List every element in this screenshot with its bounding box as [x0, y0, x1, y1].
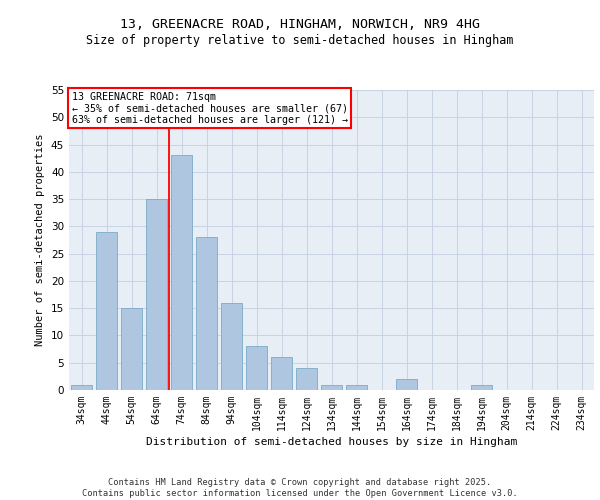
- Bar: [396, 379, 417, 390]
- Bar: [121, 308, 142, 390]
- Bar: [321, 384, 342, 390]
- Bar: [471, 384, 492, 390]
- Text: Contains HM Land Registry data © Crown copyright and database right 2025.
Contai: Contains HM Land Registry data © Crown c…: [82, 478, 518, 498]
- Bar: [246, 346, 267, 390]
- Bar: [146, 199, 167, 390]
- Text: 13 GREENACRE ROAD: 71sqm
← 35% of semi-detached houses are smaller (67)
63% of s: 13 GREENACRE ROAD: 71sqm ← 35% of semi-d…: [71, 92, 347, 124]
- Bar: [221, 302, 242, 390]
- Text: Size of property relative to semi-detached houses in Hingham: Size of property relative to semi-detach…: [86, 34, 514, 47]
- X-axis label: Distribution of semi-detached houses by size in Hingham: Distribution of semi-detached houses by …: [146, 437, 517, 447]
- Y-axis label: Number of semi-detached properties: Number of semi-detached properties: [35, 134, 46, 346]
- Bar: [346, 384, 367, 390]
- Bar: [271, 358, 292, 390]
- Bar: [71, 384, 92, 390]
- Bar: [171, 156, 192, 390]
- Bar: [96, 232, 117, 390]
- Text: 13, GREENACRE ROAD, HINGHAM, NORWICH, NR9 4HG: 13, GREENACRE ROAD, HINGHAM, NORWICH, NR…: [120, 18, 480, 30]
- Bar: [196, 238, 217, 390]
- Bar: [296, 368, 317, 390]
